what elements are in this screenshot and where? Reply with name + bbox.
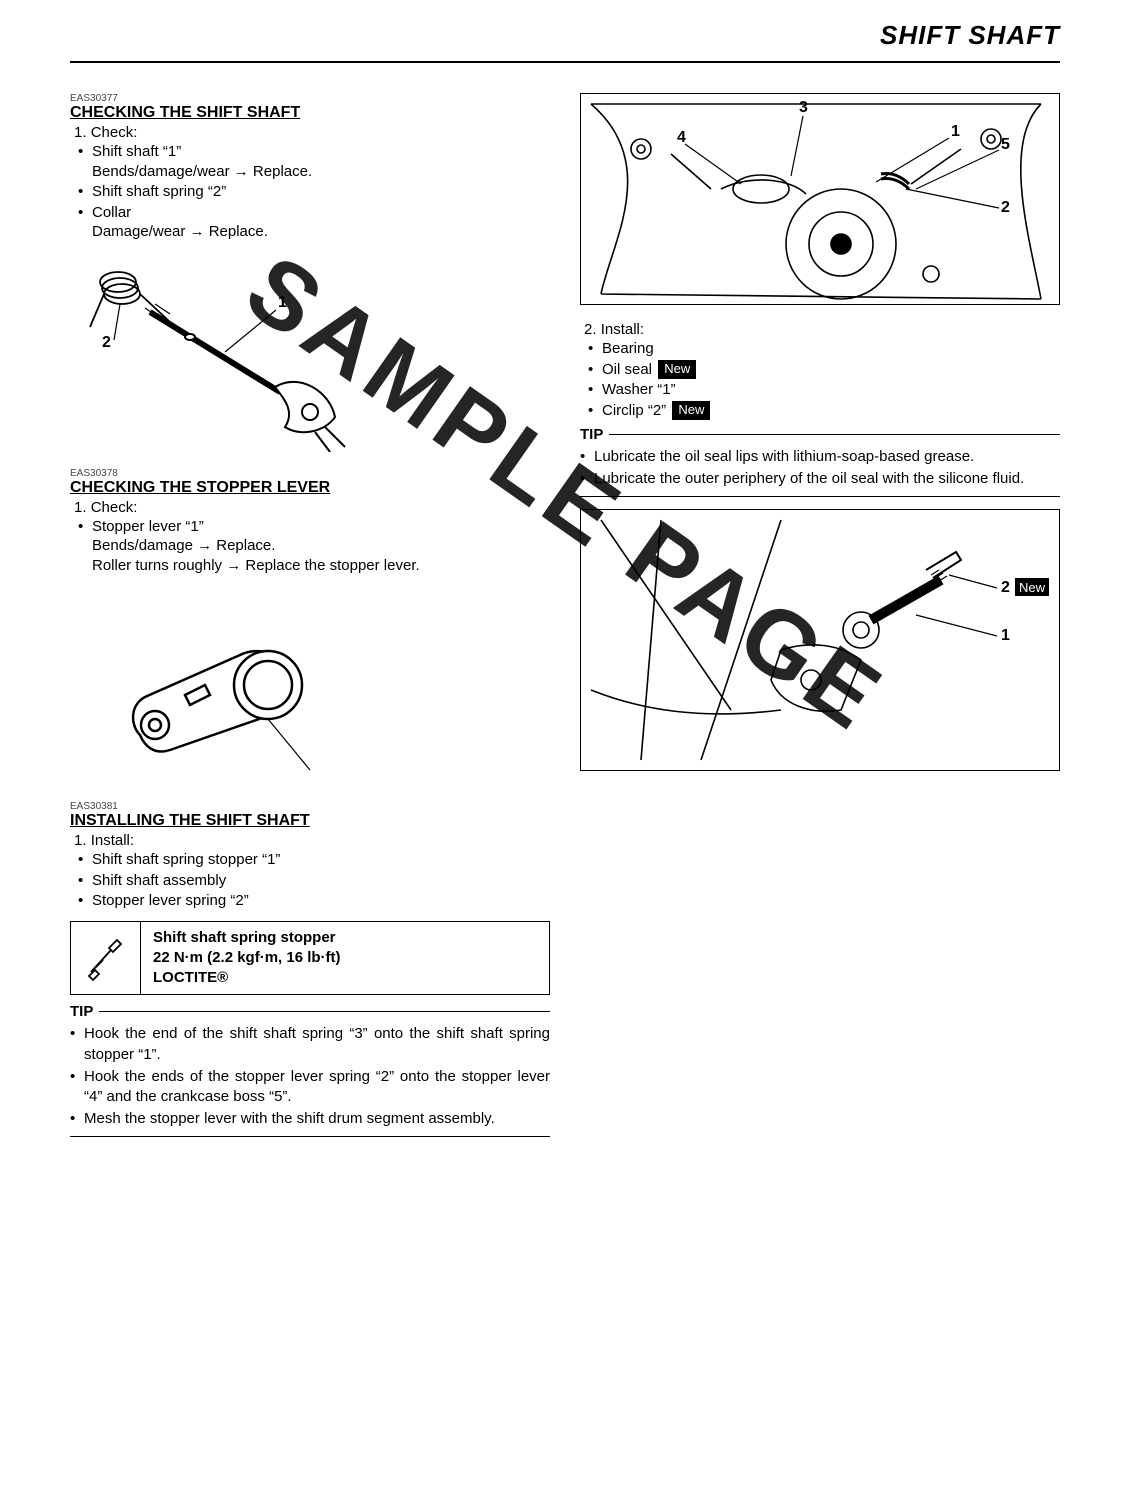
torque-icon	[71, 922, 141, 995]
torque-line: Shift shaft spring stopper	[153, 928, 341, 948]
figure-callout: 1	[951, 123, 960, 140]
tip-end-rule	[70, 1136, 550, 1137]
figure-callout: 1	[278, 294, 287, 311]
figure-callout: 2	[1001, 199, 1010, 216]
figure-shaft-circlip: 2 1 New	[580, 509, 1060, 771]
figure-callout: 1	[1001, 627, 1010, 644]
step-number: 1.	[74, 499, 87, 516]
figure-crankcase-install: 3 4 1 5 2	[580, 93, 1060, 305]
list-item-sub: Damage/wear → Replace.	[92, 222, 550, 242]
list-item: Shift shaft spring stopper “1”	[92, 850, 550, 870]
step-number: 1.	[74, 124, 87, 141]
tip-item: Lubricate the oil seal lips with lithium…	[594, 447, 1060, 467]
step-block: 1. Install: Shift shaft spring stopper “…	[74, 832, 550, 911]
figure-callout: 5	[1001, 136, 1010, 153]
tip-header: TIP	[70, 1003, 550, 1020]
list-item: Oil seal New	[602, 360, 1060, 380]
figure-callout: 2	[1001, 579, 1010, 596]
list-item: Stopper lever “1”	[92, 518, 204, 535]
torque-spec-box: Shift shaft spring stopper 22 N·m (2.2 k…	[70, 921, 550, 996]
figure-callout: 3	[799, 99, 808, 116]
list-item: Washer “1”	[602, 380, 1060, 400]
header-rule	[70, 61, 1060, 63]
list-item-sub: Roller turns roughly → Replace the stopp…	[92, 556, 550, 576]
list-item: Bearing	[602, 339, 1060, 359]
section-title: INSTALLING THE SHIFT SHAFT	[70, 812, 550, 830]
section-title: CHECKING THE SHIFT SHAFT	[70, 104, 550, 122]
new-badge: New	[658, 360, 696, 379]
tip-header: TIP	[580, 426, 1060, 443]
tip-list: Hook the end of the shift shaft spring “…	[70, 1024, 550, 1129]
ref-code: EAS30381	[70, 801, 550, 812]
list-item-sub: Bends/damage → Replace.	[92, 536, 550, 556]
left-column: EAS30377 CHECKING THE SHIFT SHAFT 1. Che…	[70, 83, 550, 1137]
section-title: CHECKING THE STOPPER LEVER	[70, 479, 550, 497]
ref-code: EAS30378	[70, 468, 550, 479]
list-item: Shift shaft “1”	[92, 143, 181, 160]
tip-label: TIP	[580, 426, 603, 443]
tip-label: TIP	[70, 1003, 93, 1020]
install-list: Bearing Oil seal New Washer “1” Circlip …	[584, 339, 1060, 420]
ref-code: EAS30377	[70, 93, 550, 104]
step-label: Install:	[91, 832, 134, 849]
list-item: Stopper lever spring “2”	[92, 891, 550, 911]
step-block: 2. Install: Bearing Oil seal New Washer …	[584, 321, 1060, 420]
page-title: SHIFT SHAFT	[70, 20, 1060, 57]
figure-callout: 4	[677, 129, 686, 146]
list-item-sub: Bends/damage/wear → Replace.	[92, 162, 550, 182]
list-item: Shift shaft spring “2”	[92, 182, 550, 202]
tip-rule	[99, 1011, 550, 1012]
figure-shift-shaft: 1 2	[70, 252, 550, 452]
check-list: Stopper lever “1” Bends/damage → Replace…	[74, 517, 550, 576]
new-badge: New	[672, 401, 710, 420]
figure-stopper-lever	[70, 585, 550, 785]
step-block: 1. Check: Shift shaft “1” Bends/damage/w…	[74, 124, 550, 242]
list-item: Shift shaft assembly	[92, 871, 550, 891]
torque-line: LOCTITE®	[153, 968, 341, 988]
tip-list: Lubricate the oil seal lips with lithium…	[580, 447, 1060, 490]
check-list: Shift shaft “1” Bends/damage/wear → Repl…	[74, 142, 550, 242]
tip-item: Hook the ends of the stopper lever sprin…	[84, 1067, 550, 1108]
two-column-layout: EAS30377 CHECKING THE SHIFT SHAFT 1. Che…	[70, 83, 1060, 1137]
torque-line: 22 N·m (2.2 kgf·m, 16 lb·ft)	[153, 948, 341, 968]
figure-callout: 2	[102, 334, 111, 351]
step-number: 1.	[74, 832, 87, 849]
torque-text: Shift shaft spring stopper 22 N·m (2.2 k…	[141, 922, 353, 995]
step-number: 2.	[584, 321, 597, 338]
tip-item: Hook the end of the shift shaft spring “…	[84, 1024, 550, 1065]
install-list: Shift shaft spring stopper “1” Shift sha…	[74, 850, 550, 911]
step-label: Install:	[601, 321, 644, 338]
right-column: 3 4 1 5 2 2. Install: Be	[580, 83, 1060, 1137]
tip-end-rule	[580, 496, 1060, 497]
tip-rule	[609, 434, 1060, 435]
list-item: Collar	[92, 204, 131, 221]
list-item: Circlip “2” New	[602, 401, 1060, 421]
new-badge: New	[1019, 580, 1046, 595]
step-label: Check:	[91, 124, 138, 141]
step-block: 1. Check: Stopper lever “1” Bends/damage…	[74, 499, 550, 576]
tip-item: Mesh the stopper lever with the shift dr…	[84, 1109, 550, 1129]
step-label: Check:	[91, 499, 138, 516]
tip-item: Lubricate the outer periphery of the oil…	[594, 469, 1060, 489]
